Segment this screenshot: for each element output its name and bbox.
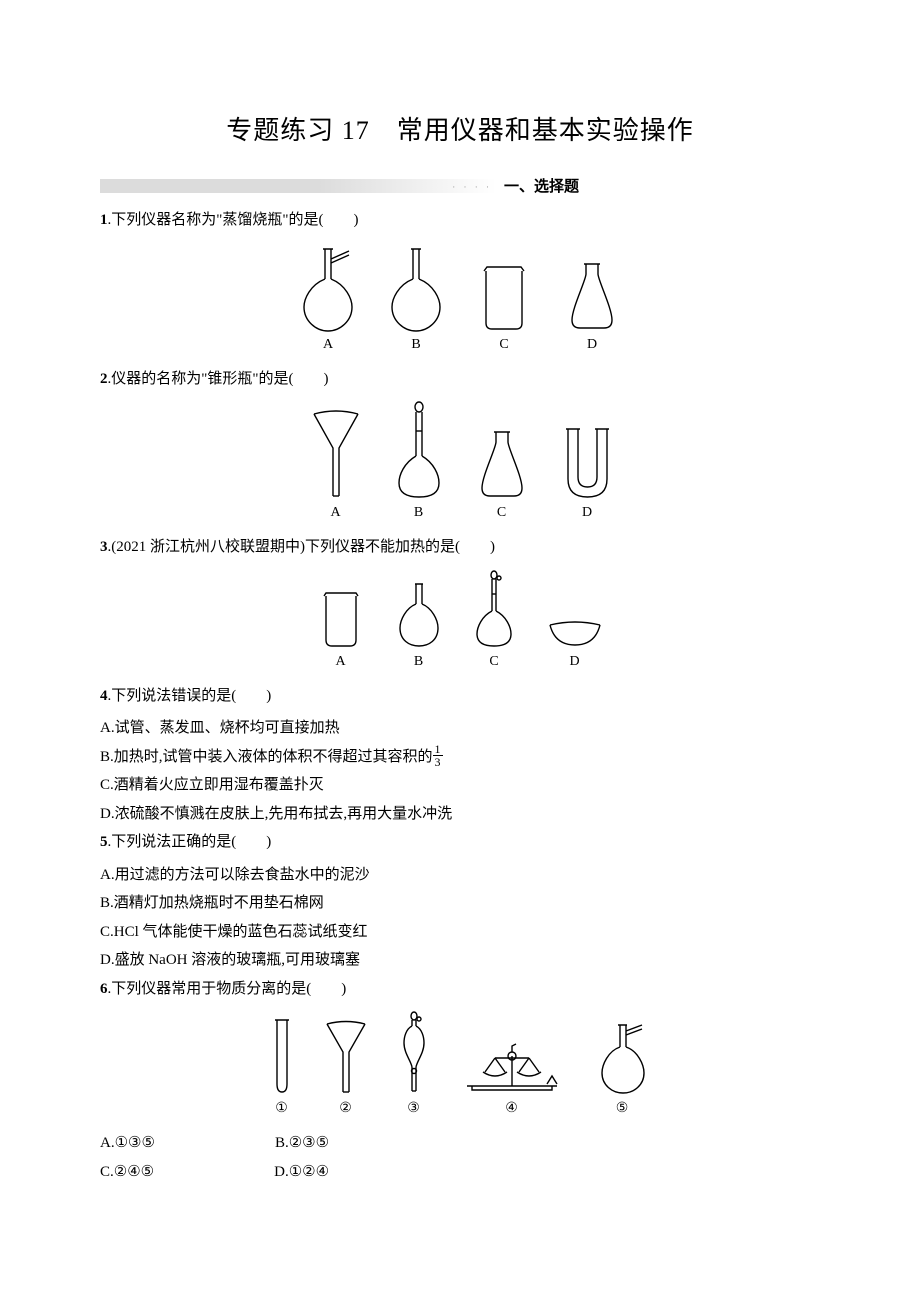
q5-optB: B.酒精灯加热烧瓶时不用垫石棉网 (100, 889, 820, 918)
q2-figures: A B C D (100, 401, 820, 521)
q6-text: .下列仪器常用于物质分离的是( ) (108, 981, 347, 997)
question-1: 1.下列仪器名称为"蒸馏烧瓶"的是( ) (100, 206, 820, 235)
question-3: 3.(2021 浙江杭州八校联盟期中)下列仪器不能加热的是( ) (100, 533, 820, 562)
q3-num: 3 (100, 539, 108, 555)
q1-fig-B: B (386, 243, 446, 353)
q3-label-B: B (394, 654, 444, 670)
q6-label-1: ① (271, 1100, 293, 1117)
q4-optB-pre: B.加热时,试管中装入液体的体积不得超过其容积的 (100, 749, 433, 765)
q5-options: A.用过滤的方法可以除去食盐水中的泥沙 B.酒精灯加热烧瓶时不用垫石棉网 C.H… (100, 861, 820, 975)
q6-optD: D.①②④ (274, 1158, 329, 1187)
q6-label-3: ③ (399, 1100, 429, 1117)
funnel-icon (306, 406, 366, 501)
q2-num: 2 (100, 371, 108, 387)
volumetric-flask-icon (472, 570, 517, 650)
question-2: 2.仪器的名称为"锥形瓶"的是( ) (100, 365, 820, 394)
q2-label-C: C (472, 505, 532, 521)
q3-label-D: D (545, 654, 605, 670)
q3-fig-C: C (472, 570, 517, 670)
q5-num: 5 (100, 834, 108, 850)
question-6: 6.下列仪器常用于物质分离的是( ) (100, 975, 820, 1004)
q1-label-A: A (298, 337, 358, 353)
q5-optC: C.HCl 气体能使干燥的蓝色石蕊试纸变红 (100, 918, 820, 947)
q6-options: A.①③⑤ B.②③⑤ C.②④⑤ D.①②④ (100, 1129, 820, 1186)
round-flask-icon (394, 580, 444, 650)
q6-fig-3: ③ (399, 1011, 429, 1117)
beaker-icon (316, 590, 366, 650)
q1-label-C: C (474, 337, 534, 353)
distillation-flask-icon (595, 1021, 650, 1096)
beaker-icon (474, 263, 534, 333)
u-tube-icon (560, 421, 615, 501)
test-tube-icon (271, 1016, 293, 1096)
frac-den: 3 (433, 756, 443, 768)
q5-text: .下列说法正确的是( ) (108, 834, 272, 850)
q6-label-4: ④ (457, 1100, 567, 1117)
volumetric-flask-icon (394, 401, 444, 501)
q1-fig-D: D (562, 258, 622, 353)
q4-text: .下列说法错误的是( ) (108, 688, 272, 704)
q3-figures: A B C D (100, 570, 820, 670)
q2-label-A: A (306, 505, 366, 521)
q3-label-A: A (316, 654, 366, 670)
q2-text: .仪器的名称为"锥形瓶"的是( ) (108, 371, 329, 387)
q6-fig-1: ① (271, 1016, 293, 1117)
q4-optC: C.酒精着火应立即用湿布覆盖扑灭 (100, 771, 820, 800)
q6-fig-5: ⑤ (595, 1021, 650, 1117)
gradient-bar: · · · · (100, 179, 496, 193)
q6-optA: A.①③⑤ (100, 1129, 155, 1158)
q2-fig-B: B (394, 401, 444, 521)
section-heading: 一、选择题 (504, 175, 579, 196)
page-title: 专题练习 17 常用仪器和基本实验操作 (100, 110, 820, 147)
q3-text: .(2021 浙江杭州八校联盟期中)下列仪器不能加热的是( ) (108, 539, 495, 555)
conical-flask-icon (472, 426, 532, 501)
q5-optA: A.用过滤的方法可以除去食盐水中的泥沙 (100, 861, 820, 890)
q3-fig-A: A (316, 590, 366, 670)
q4-optA: A.试管、蒸发皿、烧杯均可直接加热 (100, 714, 820, 743)
q1-fig-A: A (298, 243, 358, 353)
q4-num: 4 (100, 688, 108, 704)
question-4: 4.下列说法错误的是( ) (100, 682, 820, 711)
q6-label-5: ⑤ (595, 1100, 650, 1117)
q2-fig-C: C (472, 426, 532, 521)
q4-optB: B.加热时,试管中装入液体的体积不得超过其容积的13 (100, 743, 820, 772)
q3-fig-D: D (545, 615, 605, 670)
q1-label-D: D (562, 337, 622, 353)
fraction-icon: 13 (433, 743, 443, 768)
funnel-icon (321, 1016, 371, 1096)
q6-optB: B.②③⑤ (275, 1129, 329, 1158)
q2-label-D: D (560, 505, 615, 521)
q2-fig-A: A (306, 406, 366, 521)
q3-fig-B: B (394, 580, 444, 670)
q2-label-B: B (394, 505, 444, 521)
q3-label-C: C (472, 654, 517, 670)
q1-fig-C: C (474, 263, 534, 353)
q1-figures: A B C D (100, 243, 820, 353)
distillation-flask-icon (298, 243, 358, 333)
q6-fig-4: ④ (457, 1036, 567, 1117)
bar-dots: · · · · (452, 182, 492, 192)
q1-label-B: B (386, 337, 446, 353)
separating-funnel-icon (399, 1011, 429, 1096)
section-bar: · · · · 一、选择题 (100, 175, 820, 196)
q6-optC: C.②④⑤ (100, 1158, 154, 1187)
q1-text: .下列仪器名称为"蒸馏烧瓶"的是( ) (108, 212, 359, 228)
q6-num: 6 (100, 981, 108, 997)
q5-optD: D.盛放 NaOH 溶液的玻璃瓶,可用玻璃塞 (100, 946, 820, 975)
q6-label-2: ② (321, 1100, 371, 1117)
q6-figures: ① ② ③ (100, 1011, 820, 1117)
conical-flask-icon (562, 258, 622, 333)
evaporating-dish-icon (545, 615, 605, 650)
q2-fig-D: D (560, 421, 615, 521)
q6-fig-2: ② (321, 1016, 371, 1117)
round-flask-icon (386, 243, 446, 333)
q4-options: A.试管、蒸发皿、烧杯均可直接加热 B.加热时,试管中装入液体的体积不得超过其容… (100, 714, 820, 828)
balance-scale-icon (457, 1036, 567, 1096)
q1-num: 1 (100, 212, 108, 228)
q4-optD: D.浓硫酸不慎溅在皮肤上,先用布拭去,再用大量水冲洗 (100, 800, 820, 829)
frac-num: 1 (433, 743, 443, 756)
question-5: 5.下列说法正确的是( ) (100, 828, 820, 857)
